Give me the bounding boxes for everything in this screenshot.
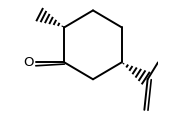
Text: O: O [23, 56, 34, 69]
